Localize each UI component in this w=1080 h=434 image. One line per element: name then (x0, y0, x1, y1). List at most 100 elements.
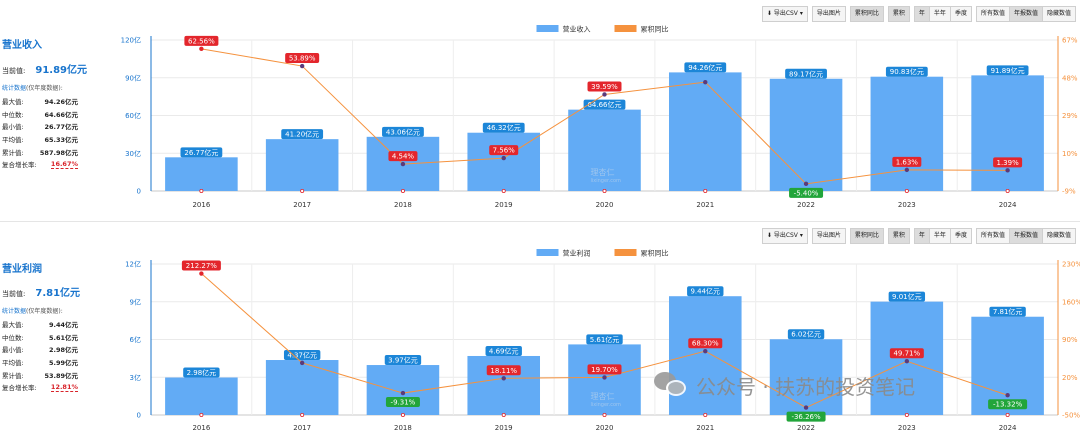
bar (971, 75, 1044, 191)
line-data-label: -5.40% (794, 189, 819, 197)
bar-data-label-box: 3.97亿元 (384, 355, 422, 366)
x-tick-label: 2020 (596, 424, 614, 432)
line-label-bg (889, 348, 924, 359)
all-values-tab[interactable]: 所有数值 (975, 228, 1010, 244)
bar-data-label: 46.32亿元 (487, 123, 521, 132)
bar-label-bg (986, 65, 1029, 76)
bar-data-label: 6.02亿元 (791, 330, 821, 339)
stat-min: 最小值: 2.98亿元 (2, 346, 78, 355)
y-right-tick: -50% (1062, 412, 1080, 420)
chart-legend: 营业收入 累积同比 (536, 25, 669, 34)
export-image-button[interactable]: 导出图片 (811, 228, 846, 244)
line-label-bg (385, 397, 420, 408)
annual-values-tab[interactable]: 年报数值 (1009, 228, 1043, 244)
line-label-bg (993, 157, 1023, 168)
bar-label-bg (382, 126, 424, 137)
line-data-label: 19.70% (591, 366, 618, 374)
stat-max: 最大值: 94.26亿元 (2, 98, 78, 107)
x-tick-label: 2021 (696, 201, 714, 209)
y-left-tick: 12亿 (125, 260, 141, 269)
bar-label-bg (888, 291, 926, 302)
line-data-label-box: -9.31% (385, 397, 420, 408)
x-tick-label: 2021 (696, 424, 714, 432)
x-tick-label: 2016 (192, 201, 210, 209)
line-label-bg (688, 338, 723, 349)
yoy-toggle[interactable]: 累积同比 (849, 6, 884, 22)
bar-label-bg (183, 367, 220, 378)
y-right-tick: 10% (1062, 150, 1078, 158)
bar-data-label: 64.66亿元 (587, 100, 621, 109)
period-year-tab[interactable]: 年 (913, 6, 930, 22)
bar (971, 316, 1044, 415)
line-data-label: 18.11% (490, 367, 517, 375)
period-year-tab[interactable]: 年 (913, 228, 930, 244)
profit-panel: ⬇ 导出CSV ▾ 导出图片 累积同比 累积 年 半年 季度 所有数值 年报数值… (0, 222, 1080, 434)
bar-data-label-box: 64.66亿元 (583, 99, 626, 110)
cumulative-toggle[interactable]: 累积 (887, 6, 910, 22)
bar-data-label: 43.06亿元 (386, 127, 420, 136)
axis-marker (703, 188, 708, 193)
stat-min: 最小值: 26.77亿元 (2, 123, 78, 132)
line-point (400, 161, 406, 167)
export-csv-button[interactable]: ⬇ 导出CSV ▾ (761, 228, 808, 244)
bar-label-bg (281, 129, 324, 140)
y-right-tick: 230% (1062, 261, 1080, 269)
stat-median: 中位数: 64.66亿元 (2, 110, 78, 119)
x-tick-label: 2022 (797, 424, 815, 432)
axis-marker (199, 188, 204, 193)
bar-data-label: 9.44亿元 (690, 287, 720, 296)
line-point (199, 46, 204, 52)
x-tick-label: 2023 (898, 424, 916, 432)
export-image-button[interactable]: 导出图片 (811, 6, 846, 22)
bar-data-label: 2.98亿元 (187, 368, 217, 377)
legend-swatch-bar (536, 25, 559, 32)
stat-avg: 平均值: 5.99亿元 (2, 359, 78, 368)
bar-data-label-box: 6.02亿元 (787, 329, 825, 340)
legend-label-line: 累积同比 (641, 249, 669, 258)
line-point (400, 390, 406, 396)
period-quarter-tab[interactable]: 季度 (950, 6, 972, 22)
line-point (703, 79, 708, 85)
stat-median: 中位数: 5.61亿元 (2, 333, 78, 342)
axis-marker (904, 412, 909, 417)
yoy-toggle[interactable]: 累积同比 (849, 228, 884, 244)
bar-data-label-box: 26.77亿元 (180, 147, 223, 158)
hide-values-tab[interactable]: 隐藏数值 (1042, 228, 1076, 244)
legend-swatch-bar (536, 249, 559, 256)
bar (568, 344, 641, 415)
y-right-tick: 48% (1062, 74, 1078, 82)
x-tick-label: 2018 (394, 424, 412, 432)
metric-title: 营业利润 (2, 264, 42, 275)
line-point (299, 63, 305, 69)
bar-data-label: 89.17亿元 (789, 69, 823, 78)
line-point (1005, 393, 1010, 398)
x-tick-label: 2020 (596, 201, 614, 209)
bar-data-label-box: 2.98亿元 (183, 367, 220, 378)
period-half-tab[interactable]: 半年 (929, 228, 951, 244)
all-values-tab[interactable]: 所有数值 (975, 6, 1010, 22)
legend-label-bar: 营业收入 (563, 25, 591, 34)
bar (467, 355, 541, 415)
hide-values-tab[interactable]: 隐藏数值 (1042, 6, 1076, 22)
stat-sum: 累计值: 587.98亿元 (2, 148, 78, 157)
y-left-tick: 90亿 (125, 73, 141, 82)
period-half-tab[interactable]: 半年 (929, 6, 951, 22)
x-tick-label: 2019 (495, 201, 513, 209)
y-right-tick: 160% (1062, 298, 1080, 306)
annual-values-tab[interactable]: 年报数值 (1009, 6, 1043, 22)
bar-data-label: 7.81亿元 (993, 307, 1023, 316)
period-quarter-tab[interactable]: 季度 (950, 228, 972, 244)
bar (265, 360, 339, 415)
download-icon: ⬇ (766, 232, 772, 239)
x-tick-label: 2016 (192, 424, 210, 432)
current-value-row: 当前值: 7.81亿元 (2, 288, 81, 299)
bar-data-label-box: 4.37亿元 (283, 350, 321, 361)
y-left-tick: 0 (137, 412, 141, 420)
line-data-label: 68.30% (692, 340, 719, 348)
chart-logo: 理杏仁 (591, 391, 615, 401)
cumulative-toggle[interactable]: 累积 (887, 228, 910, 244)
line-data-label-box: 39.59% (587, 81, 622, 92)
line-data-label-box: 68.30% (688, 338, 723, 349)
line-point (803, 181, 809, 187)
export-csv-button[interactable]: ⬇ 导出CSV ▾ (761, 6, 808, 22)
